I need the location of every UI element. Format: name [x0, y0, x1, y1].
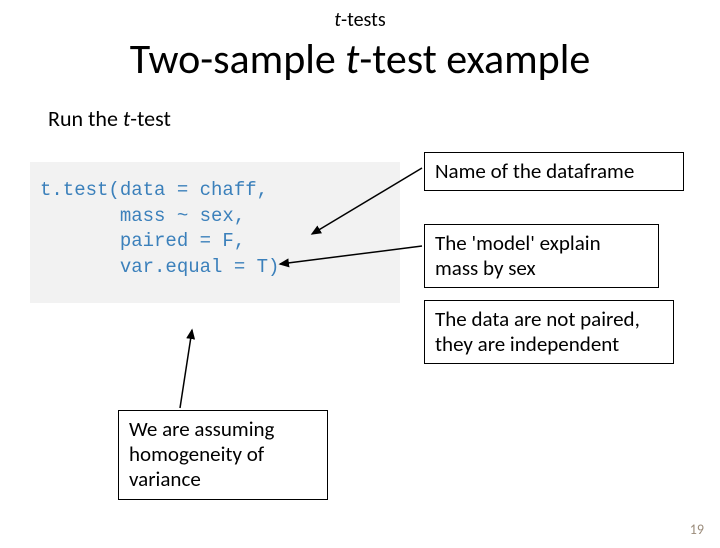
page-title: Two-sample t-test example [0, 34, 720, 85]
callout-dataframe: Name of the dataframe [424, 152, 684, 191]
page-number: 19 [690, 521, 704, 538]
callout-paired: The data are not paired, they are indepe… [424, 300, 674, 364]
slide-category-label: t-tests [0, 8, 720, 32]
slide-category-italic: t [334, 8, 341, 32]
slide-category-rest: -tests [341, 8, 386, 32]
title-italic: t [345, 34, 359, 85]
subtitle-suffix: -test [130, 105, 171, 132]
title-prefix: Two-sample [130, 34, 346, 85]
title-suffix: -test example [359, 34, 590, 85]
callout-model: The 'model' explain mass by sex [424, 224, 659, 288]
subtitle: Run the t-test [48, 105, 720, 132]
callout-variance: We are assuming homogeneity of variance [118, 410, 328, 500]
code-block: t.test(data = chaff, mass ~ sex, paired … [30, 162, 400, 303]
subtitle-prefix: Run the [48, 105, 123, 132]
